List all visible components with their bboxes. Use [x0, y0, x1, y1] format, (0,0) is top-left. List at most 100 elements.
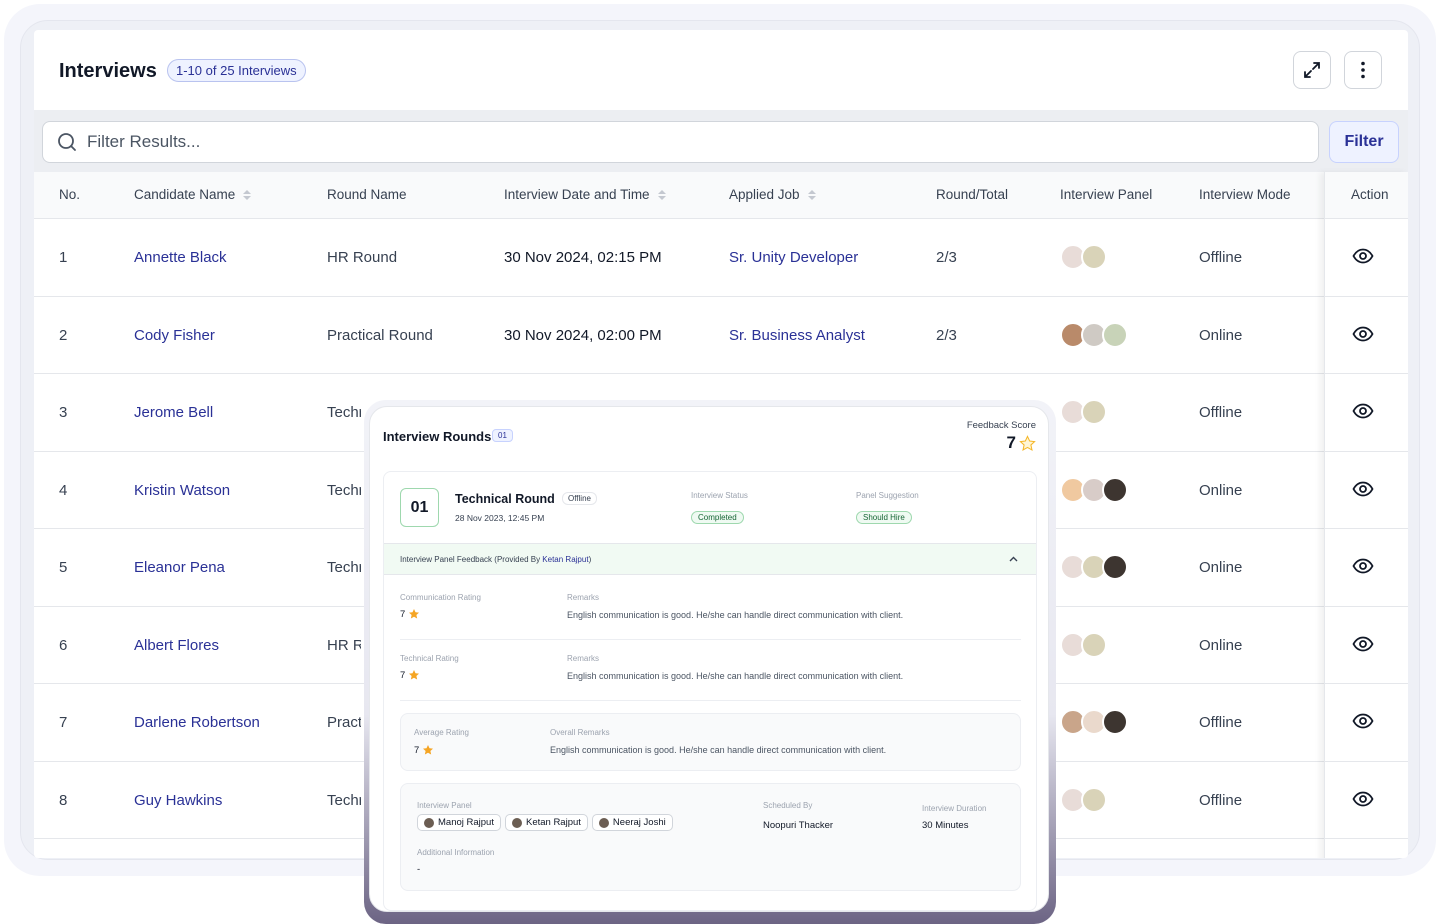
col-action: Action — [1351, 187, 1389, 202]
more-options-button[interactable] — [1344, 51, 1382, 89]
rating: 7 — [400, 669, 420, 681]
sort-icon[interactable] — [243, 189, 252, 200]
col-applied-job[interactable]: Applied Job — [729, 187, 816, 202]
panel-avatars — [1060, 554, 1128, 580]
col-candidate-name[interactable]: Candidate Name — [134, 187, 252, 202]
panel-label: Interview Panel — [417, 801, 472, 810]
panel-member-name: Neeraj Joshi — [612, 817, 666, 828]
panel-avatars — [1060, 399, 1107, 425]
feedback-prefix: Interview Panel Feedback (Provided By — [400, 555, 543, 564]
duration-label: Interview Duration — [922, 804, 987, 813]
applied-job-link[interactable]: Sr. Unity Developer — [729, 249, 859, 266]
avatar — [511, 817, 522, 828]
avatar — [1081, 476, 1107, 503]
view-eye-icon[interactable] — [1352, 791, 1374, 807]
round-name: HR Round — [327, 636, 361, 654]
col-no: No. — [59, 187, 80, 202]
suggestion-value: Should Hire — [856, 511, 912, 524]
feedback-accordion-header[interactable]: Interview Panel Feedback (Provided By Ke… — [384, 543, 1036, 575]
candidate-name-link[interactable]: Kristin Watson — [134, 481, 231, 499]
view-eye-icon[interactable] — [1352, 481, 1374, 497]
panel-avatars — [1060, 709, 1128, 735]
col-round-total: Round/Total — [936, 187, 1008, 202]
rating-value: 7 — [400, 669, 406, 681]
candidate-name-link[interactable]: Annette Black — [134, 249, 227, 266]
round-name: Technical Round — [455, 492, 555, 506]
candidate-name-link[interactable]: Albert Flores — [134, 636, 220, 654]
status-value: Completed — [691, 511, 744, 524]
feedback-provider-link[interactable]: Ketan Rajput — [542, 555, 589, 564]
interview-mode: Online — [1199, 559, 1243, 576]
avatar — [424, 817, 434, 828]
scheduled-by: Noopuri Thacker — [763, 820, 834, 831]
rating: 7 — [400, 608, 420, 620]
avatar — [1081, 399, 1107, 425]
star-outline-icon — [1019, 434, 1036, 451]
round-datetime: 28 Nov 2023, 12:45 PM — [455, 513, 545, 523]
search-icon — [58, 133, 76, 151]
more-vertical-icon — [1361, 61, 1365, 79]
panel-member-chip: Manoj Rajput — [417, 814, 501, 831]
panel-chips: Manoj Rajput Ketan Rajput Neeraj Joshi — [417, 814, 677, 833]
status-label: Interview Status — [691, 491, 748, 500]
interview-mode: Offline — [1199, 249, 1243, 266]
scheduled-by-label: Scheduled By — [763, 801, 813, 810]
row-number: 3 — [59, 404, 68, 421]
view-eye-icon[interactable] — [1352, 326, 1374, 342]
candidate-name-link[interactable]: Jerome Bell — [134, 404, 214, 421]
average-rating: 7 — [414, 744, 434, 756]
panel-avatars — [1060, 631, 1107, 658]
round-card: 01 Technical Round Offline 28 Nov 2023, … — [383, 471, 1037, 911]
rounds-count-badge: 01 — [492, 429, 513, 442]
avatar — [1081, 786, 1107, 813]
divider — [400, 700, 1021, 701]
col-label: Interview Mode — [1199, 187, 1291, 202]
view-eye-icon[interactable] — [1352, 636, 1374, 652]
filter-button[interactable]: Filter — [1329, 121, 1399, 163]
view-eye-icon[interactable] — [1352, 558, 1374, 574]
applied-job-link[interactable]: Sr. Business Analyst — [729, 326, 865, 344]
chevron-up-icon[interactable] — [1009, 556, 1018, 562]
col-date-time[interactable]: Interview Date and Time — [504, 187, 666, 202]
round-name: Practical Round — [327, 714, 361, 731]
panel-member-chip: Neeraj Joshi — [591, 814, 673, 831]
candidate-name-link[interactable]: Eleanor Pena — [134, 559, 225, 576]
sort-icon[interactable] — [657, 189, 666, 200]
row-number: 4 — [59, 481, 68, 499]
expand-button[interactable] — [1293, 51, 1331, 89]
col-label: Applied Job — [729, 187, 800, 202]
remarks-label: Remarks — [567, 654, 600, 663]
average-rating-label: Average Rating — [414, 728, 469, 737]
round-number: 01 — [400, 488, 439, 527]
view-eye-icon[interactable] — [1352, 403, 1374, 419]
star-icon — [423, 745, 434, 755]
candidate-name-link[interactable]: Guy Hawkins — [134, 791, 223, 809]
feedback-score: 7 — [1007, 433, 1036, 453]
view-eye-icon[interactable] — [1352, 248, 1374, 264]
sort-icon[interactable] — [807, 189, 816, 200]
remarks: English communication is good. He/she ca… — [567, 671, 904, 681]
col-label: Action — [1351, 187, 1389, 202]
candidate-name-link[interactable]: Darlene Robertson — [134, 714, 260, 731]
candidate-name-link[interactable]: Cody Fisher — [134, 326, 215, 344]
row-number: 8 — [59, 791, 68, 809]
row-number: 6 — [59, 636, 68, 654]
search-input[interactable]: Filter Results... — [42, 121, 1319, 163]
col-label: Interview Date and Time — [504, 187, 650, 202]
average-rating-box: Average Rating 7 Overall Remarks English… — [400, 713, 1021, 771]
star-icon — [409, 670, 420, 680]
row-number: 2 — [59, 326, 68, 344]
view-eye-icon[interactable] — [1352, 713, 1374, 729]
interview-mode: Online — [1199, 326, 1243, 344]
round-name: Technical Round — [327, 791, 361, 809]
table-row: 6 Albert Flores HR Round Online — [34, 607, 1408, 684]
divider — [400, 639, 1021, 640]
filter-bar: Filter Results... Filter — [34, 110, 1408, 172]
interview-mode: Offline — [1199, 404, 1243, 421]
panel-member-name: Manoj Rajput — [438, 817, 494, 828]
suggestion-label: Panel Suggestion — [856, 491, 919, 500]
col-label: No. — [59, 187, 81, 202]
panel-avatars — [1060, 244, 1107, 270]
avatar — [1102, 554, 1128, 580]
avatar — [1102, 321, 1128, 348]
